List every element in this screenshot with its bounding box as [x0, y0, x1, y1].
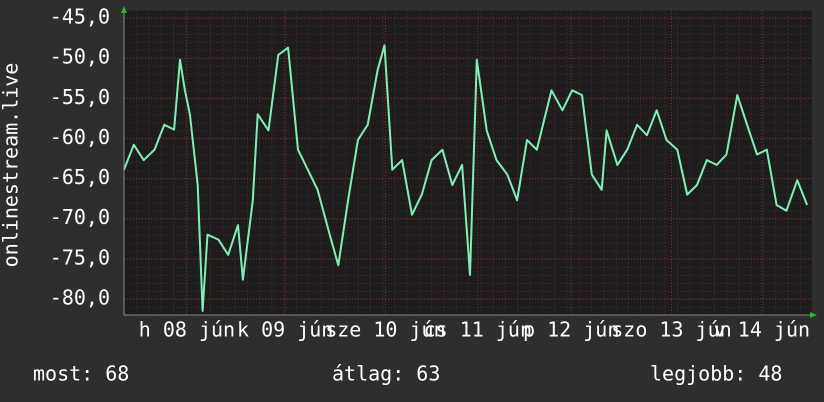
- x-tick-label: v 14 jún: [714, 318, 810, 342]
- y-tick-label: -60,0: [50, 125, 110, 149]
- y-tick-label: -80,0: [50, 285, 110, 309]
- stat-current: most: 68: [33, 362, 129, 386]
- x-tick-label: h 08 jún: [139, 318, 235, 342]
- y-tick-label: -45,0: [50, 5, 110, 29]
- data-line: [123, 44, 809, 312]
- marks: [123, 44, 809, 312]
- stat-average: átlag: 63: [332, 362, 440, 386]
- y-tick-label: -65,0: [50, 165, 110, 189]
- x-tick-label: sze 10 jún: [325, 318, 445, 342]
- minor-grid: [124, 10, 812, 315]
- stat-best: legjobb: 48: [650, 362, 782, 386]
- y-arrow: [121, 6, 127, 13]
- x-arrow: [810, 312, 817, 318]
- y-tick-label: -75,0: [50, 245, 110, 269]
- y-axis-label: onlinestream.live: [0, 63, 23, 268]
- x-tick-label: szo 13 jún: [611, 318, 731, 342]
- x-tick-label: k 09 jún: [237, 318, 333, 342]
- y-tick-label: -50,0: [50, 45, 110, 69]
- grid: [124, 10, 812, 315]
- x-tick-label: p 12 jún: [523, 318, 619, 342]
- y-tick-label: -55,0: [50, 85, 110, 109]
- y-tick-label: -70,0: [50, 205, 110, 229]
- x-tick-label: cs 11 jún: [424, 318, 532, 342]
